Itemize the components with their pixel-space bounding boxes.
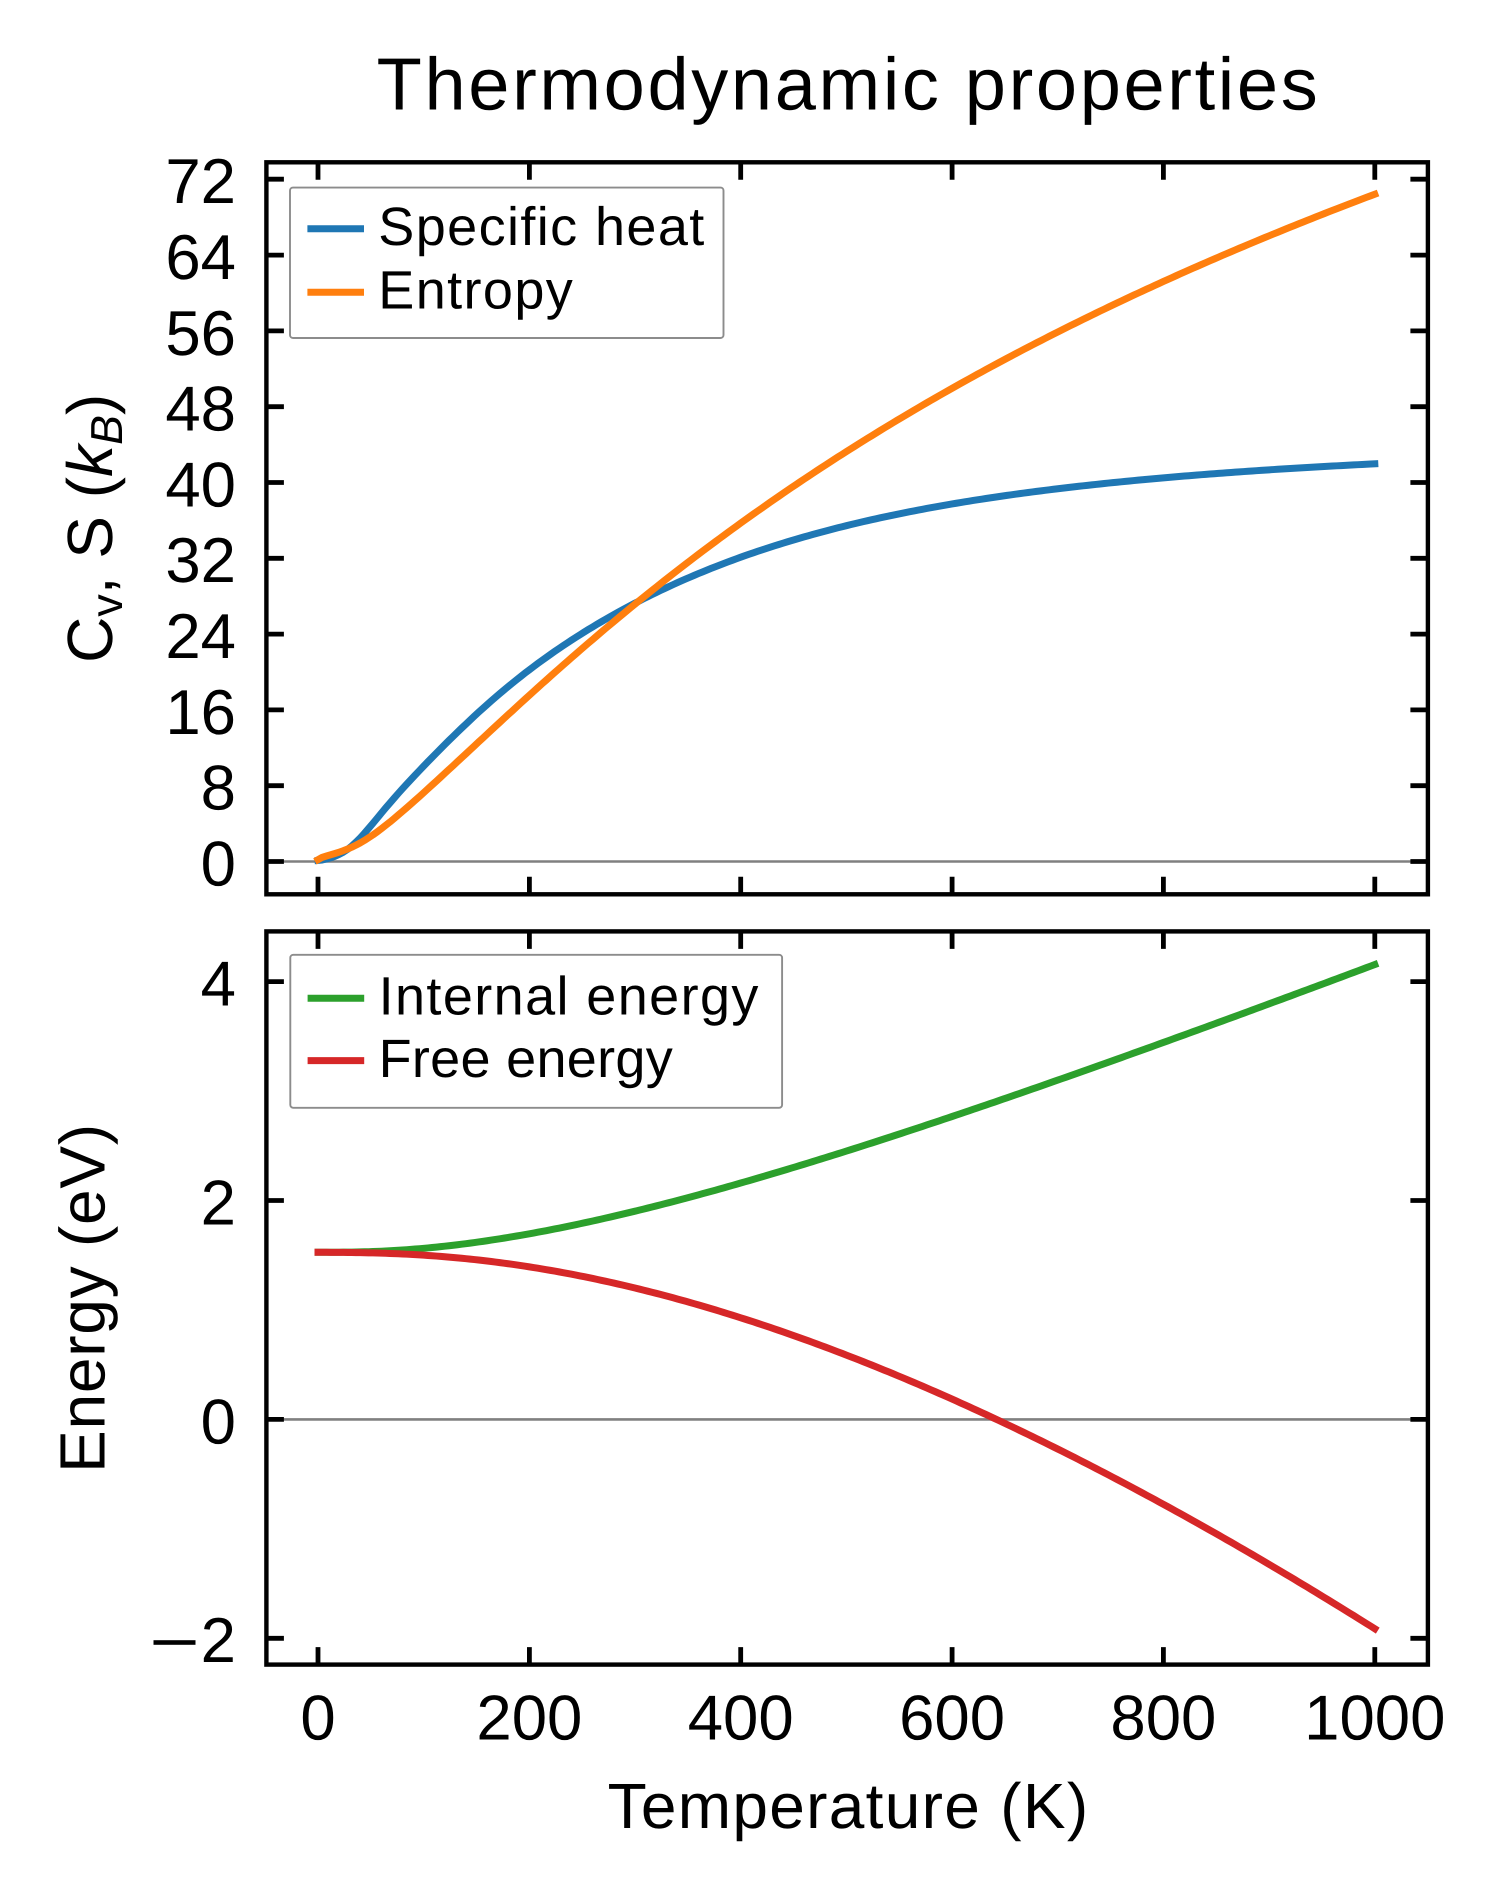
svg-text:Internal energy: Internal energy (379, 967, 760, 1027)
svg-text:0: 0 (201, 1387, 236, 1457)
svg-text:1000: 1000 (1304, 1684, 1445, 1754)
svg-text:400: 400 (688, 1684, 794, 1754)
svg-text:2: 2 (201, 1606, 236, 1676)
svg-text:72: 72 (165, 147, 236, 217)
svg-text:Free energy: Free energy (379, 1029, 673, 1089)
svg-text:200: 200 (476, 1684, 582, 1754)
svg-text:48: 48 (165, 375, 236, 445)
svg-text:8: 8 (201, 754, 236, 824)
svg-text:4: 4 (201, 950, 236, 1020)
svg-text:600: 600 (899, 1684, 1005, 1754)
svg-text:Specific heat: Specific heat (378, 197, 705, 257)
svg-text:Temperature (K): Temperature (K) (608, 1770, 1090, 1842)
svg-text:64: 64 (165, 223, 236, 293)
svg-text:0: 0 (300, 1684, 335, 1754)
svg-text:2: 2 (201, 1168, 236, 1238)
svg-text:0: 0 (201, 829, 236, 899)
svg-text:Thermodynamic properties: Thermodynamic properties (377, 43, 1321, 126)
svg-text:24: 24 (165, 602, 236, 672)
svg-text:40: 40 (165, 450, 236, 520)
svg-text:56: 56 (165, 299, 236, 369)
svg-text:800: 800 (1110, 1684, 1216, 1754)
svg-text:Entropy: Entropy (378, 261, 574, 321)
svg-text:32: 32 (165, 526, 236, 596)
svg-text:16: 16 (165, 678, 236, 748)
